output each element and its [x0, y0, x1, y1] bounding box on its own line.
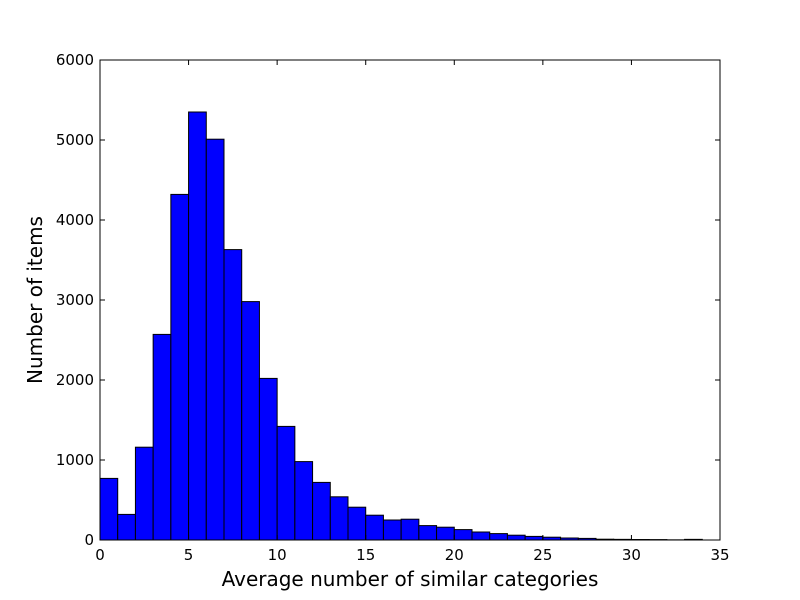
histogram-bar: [347, 506, 367, 541]
x-tick-label: 30: [622, 546, 641, 564]
y-tick-label: 1000: [56, 451, 94, 469]
y-tick-label: 4000: [56, 211, 94, 229]
y-tick-label: 2000: [56, 371, 94, 389]
x-tick-label: 10: [268, 546, 287, 564]
histogram-bar: [400, 518, 420, 541]
x-tick-label: 20: [445, 546, 464, 564]
y-tick-label: 3000: [56, 291, 94, 309]
y-axis-label: Number of items: [23, 216, 47, 384]
histogram-bar: [489, 533, 508, 541]
x-tick-label: 5: [184, 546, 194, 564]
histogram-bar: [152, 333, 172, 541]
histogram-bar: [506, 534, 526, 541]
histogram-bar: [170, 193, 190, 541]
y-tick-label: 6000: [56, 51, 94, 69]
histogram-bar: [524, 535, 544, 541]
histogram-bar: [223, 249, 243, 541]
x-tick-label: 25: [533, 546, 552, 564]
histogram-bar: [329, 496, 349, 541]
y-axis-ticks: 0 1000 2000 3000 4000 5000 6000: [56, 51, 720, 549]
x-tick-label: 35: [710, 546, 729, 564]
x-axis-label: Average number of similar categories: [222, 567, 599, 591]
histogram-bar: [365, 514, 384, 541]
histogram-bar: [205, 138, 225, 541]
histogram-bar: [188, 111, 207, 541]
x-tick-label: 15: [356, 546, 375, 564]
histogram-bar: [453, 529, 473, 541]
histogram-bar: [382, 519, 402, 541]
x-axis-ticks: 0 5 10 15 20 25 30 35: [95, 60, 730, 564]
histogram-bar: [99, 477, 119, 541]
x-tick-label: 0: [95, 546, 105, 564]
histogram-bar: [276, 425, 296, 541]
histogram-bar: [436, 526, 455, 541]
histogram-bar: [471, 531, 491, 541]
histogram-bar: [134, 446, 154, 541]
histogram-bar: [241, 301, 260, 541]
histogram-bar: [418, 525, 438, 541]
y-tick-label: 0: [84, 531, 94, 549]
histogram-bar: [312, 481, 331, 541]
histogram-bar: [117, 513, 136, 541]
histogram-bar: [258, 377, 278, 541]
histogram-bar: [294, 461, 314, 541]
bars-group: [99, 111, 703, 541]
y-tick-label: 5000: [56, 131, 94, 149]
